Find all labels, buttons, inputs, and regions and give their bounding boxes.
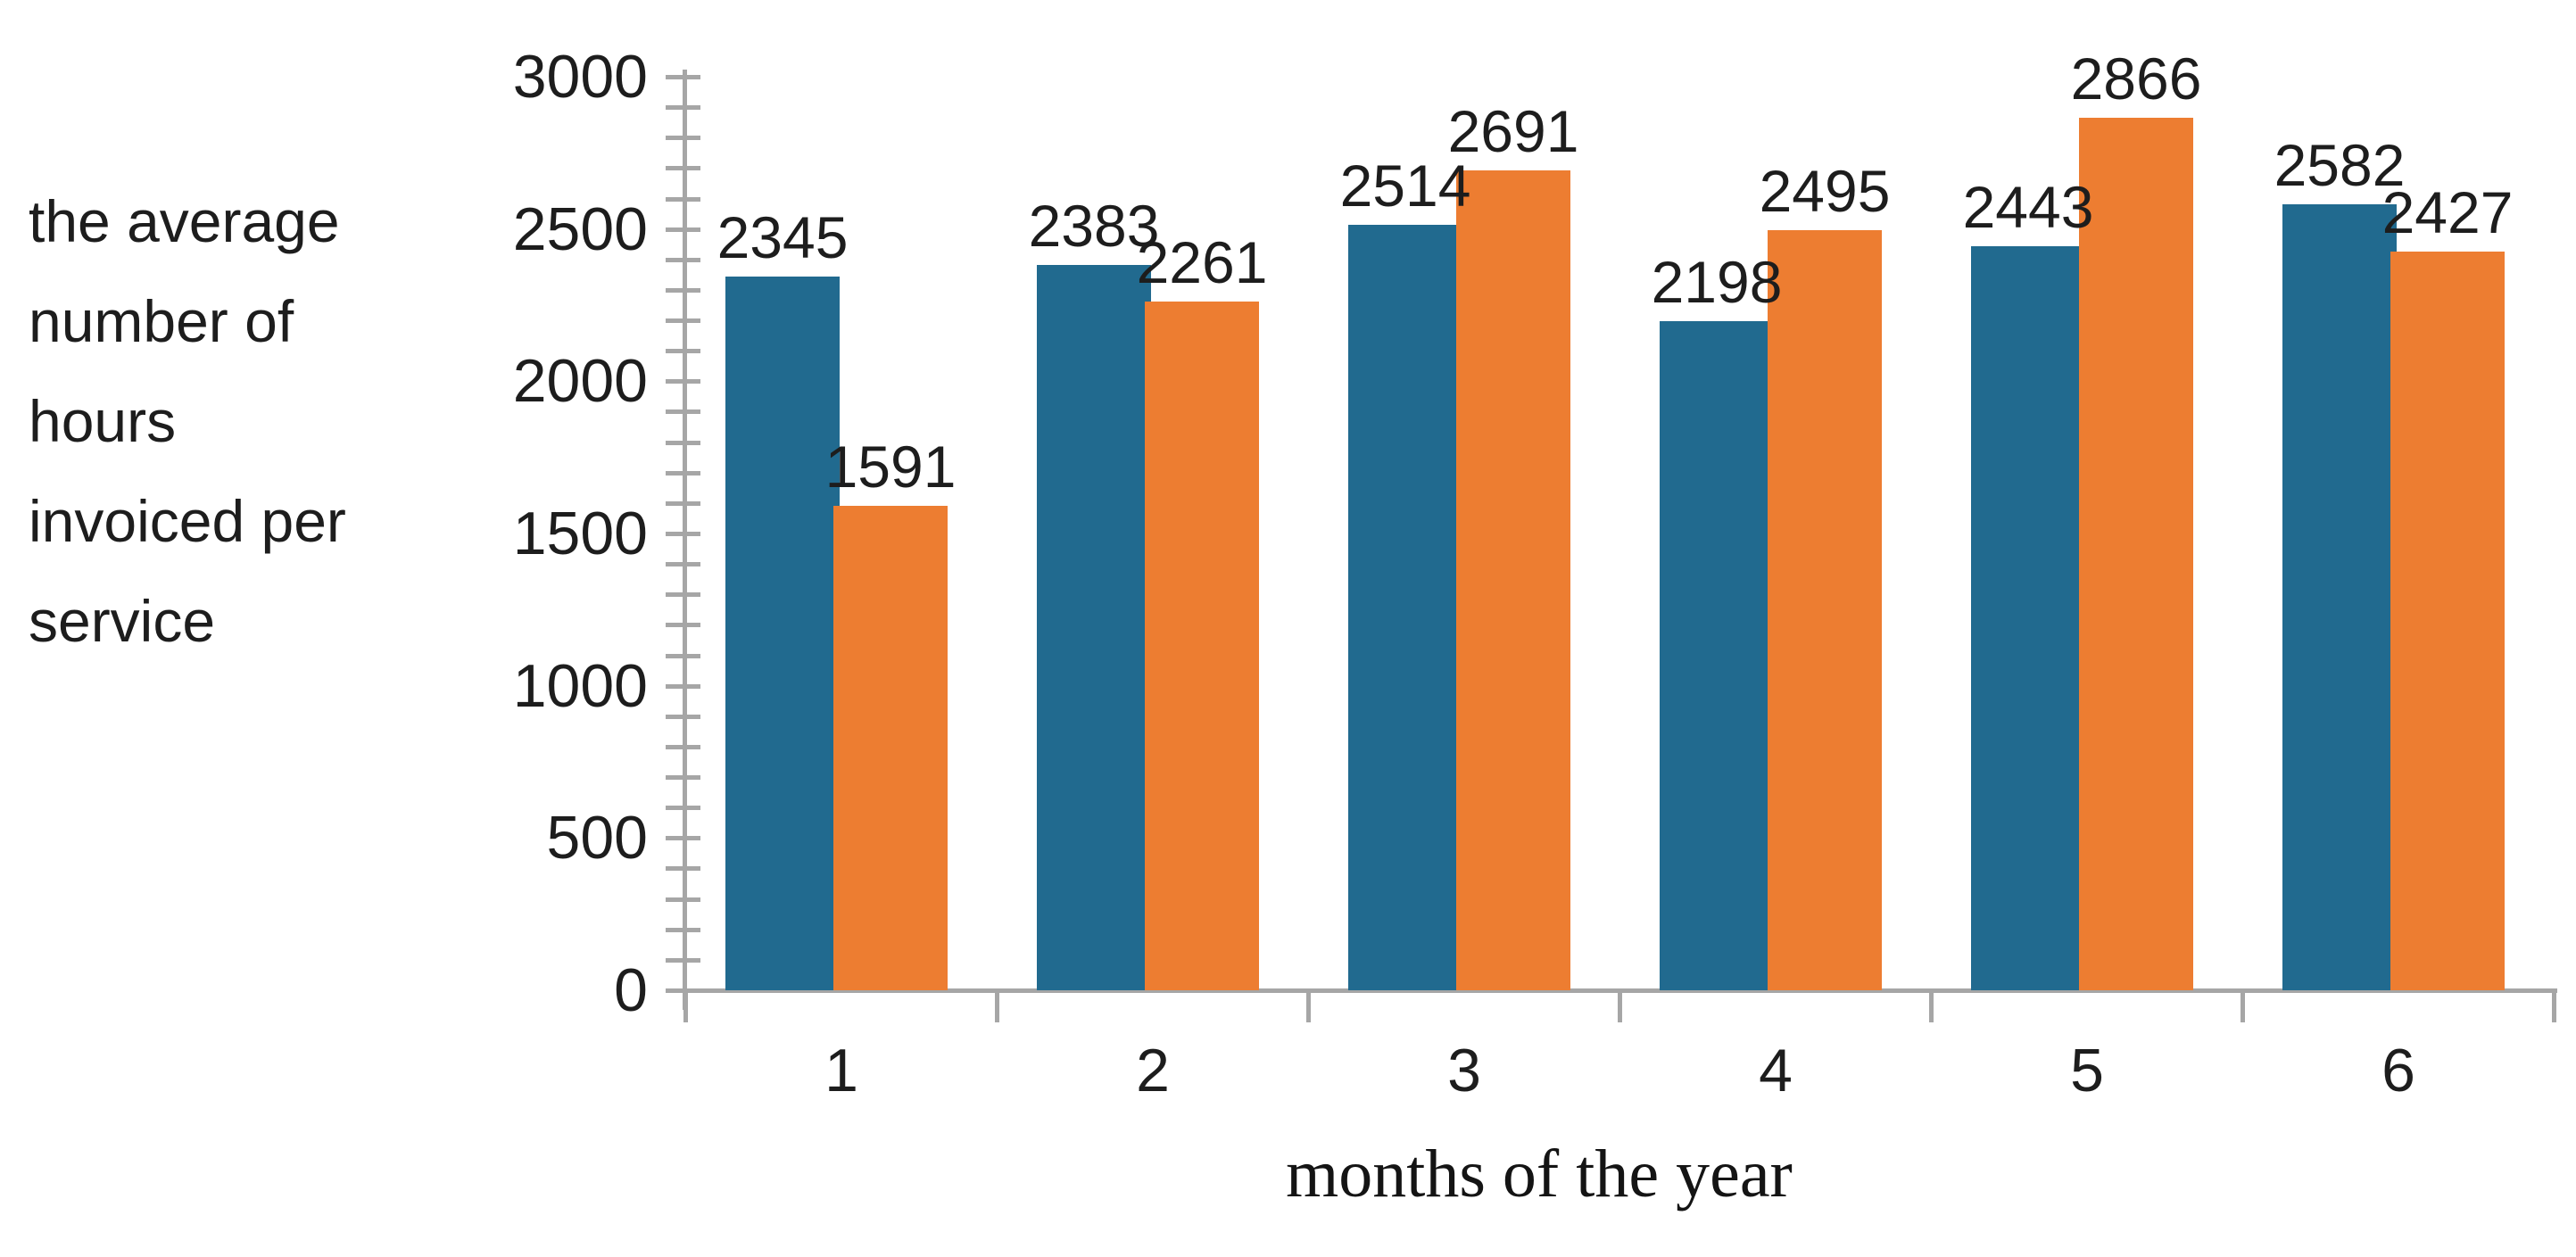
bar-value-label: 2443 xyxy=(1962,174,2094,240)
y-tick-label: 500 xyxy=(546,804,648,872)
y-minor-tick xyxy=(666,988,700,993)
y-minor-tick xyxy=(666,592,700,597)
y-minor-tick xyxy=(666,349,700,353)
x-axis-title: months of the year xyxy=(1286,1137,1793,1212)
y-minor-tick xyxy=(666,715,700,719)
y-minor-tick xyxy=(666,227,700,232)
y-minor-tick xyxy=(666,501,700,506)
y-minor-tick xyxy=(666,166,700,170)
x-category-label: 6 xyxy=(2381,1037,2415,1104)
y-minor-tick xyxy=(666,532,700,536)
x-category-label: 3 xyxy=(1447,1037,1481,1104)
bar-orange-month-3 xyxy=(1456,170,1570,990)
x-tick xyxy=(1618,988,1622,1022)
x-category-label: 4 xyxy=(1759,1037,1793,1104)
y-minor-tick xyxy=(666,258,700,262)
x-tick xyxy=(995,988,999,1022)
y-tick-label: 1000 xyxy=(512,652,648,720)
y-tick-label: 1500 xyxy=(512,500,648,567)
y-tick-label: 2000 xyxy=(512,347,648,415)
y-minor-tick xyxy=(666,745,700,749)
bar-orange-month-4 xyxy=(1768,230,1882,990)
bar-value-label: 2345 xyxy=(716,204,849,270)
x-tick xyxy=(1306,988,1311,1022)
x-tick xyxy=(683,988,688,1022)
y-axis-line xyxy=(683,70,687,1010)
bar-value-label: 2261 xyxy=(1136,229,1268,295)
y-axis-title-line: invoiced per xyxy=(29,488,346,554)
bar-blue-month-1 xyxy=(725,277,840,990)
bar-value-label: 2383 xyxy=(1028,193,1160,259)
y-minor-tick xyxy=(666,958,700,963)
bar-orange-month-5 xyxy=(2079,118,2193,990)
y-minor-tick xyxy=(666,75,700,79)
bar-orange-month-1 xyxy=(833,506,948,990)
y-minor-tick xyxy=(666,623,700,627)
y-minor-tick xyxy=(666,684,700,689)
bar-value-label: 2427 xyxy=(2381,179,2514,245)
bar-value-label: 1591 xyxy=(824,434,957,500)
bar-orange-month-6 xyxy=(2390,252,2505,990)
y-minor-tick xyxy=(666,562,700,566)
y-minor-tick xyxy=(666,136,700,140)
bar-blue-month-5 xyxy=(1971,246,2085,990)
x-category-label: 2 xyxy=(1136,1037,1170,1104)
y-minor-tick xyxy=(666,806,700,810)
y-minor-tick xyxy=(666,836,700,840)
bar-value-label: 2514 xyxy=(1339,153,1471,219)
y-minor-tick xyxy=(666,409,700,414)
y-minor-tick xyxy=(666,471,700,476)
bar-orange-month-2 xyxy=(1145,302,1259,990)
x-category-label: 1 xyxy=(824,1037,858,1104)
y-minor-tick xyxy=(666,318,700,323)
y-minor-tick xyxy=(666,441,700,445)
x-tick xyxy=(2241,988,2245,1022)
y-axis-title-line: number of xyxy=(29,288,294,354)
y-minor-tick xyxy=(666,928,700,932)
x-tick xyxy=(1929,988,1934,1022)
y-minor-tick xyxy=(666,197,700,202)
bar-value-label: 2495 xyxy=(1759,158,1891,224)
y-minor-tick xyxy=(666,379,700,384)
bar-blue-month-6 xyxy=(2282,204,2397,990)
y-minor-tick xyxy=(666,654,700,658)
y-axis-title-line: service xyxy=(29,588,216,654)
bar-value-label: 2198 xyxy=(1651,249,1783,315)
y-tick-label: 2500 xyxy=(512,195,648,263)
y-axis-title-line: the average xyxy=(29,188,340,254)
bar-value-label: 2582 xyxy=(2274,132,2406,198)
bar-blue-month-3 xyxy=(1348,225,1462,990)
y-minor-tick xyxy=(666,775,700,780)
bar-blue-month-2 xyxy=(1037,265,1151,990)
y-minor-tick xyxy=(666,288,700,293)
y-minor-tick xyxy=(666,897,700,902)
y-minor-tick xyxy=(666,105,700,110)
y-tick-label: 0 xyxy=(614,956,648,1024)
y-tick-label: 3000 xyxy=(512,43,648,111)
y-axis-title-line: hours xyxy=(29,388,177,454)
x-axis-line xyxy=(666,988,2557,993)
bar-value-label: 2866 xyxy=(2070,45,2202,112)
bar-blue-month-4 xyxy=(1660,321,1774,990)
y-axis-title: the average number of hours invoiced per ser… xyxy=(29,171,346,671)
x-tick xyxy=(2552,988,2556,1022)
x-category-label: 5 xyxy=(2070,1037,2104,1104)
bar-value-label: 2691 xyxy=(1447,98,1579,164)
y-minor-tick xyxy=(666,866,700,871)
